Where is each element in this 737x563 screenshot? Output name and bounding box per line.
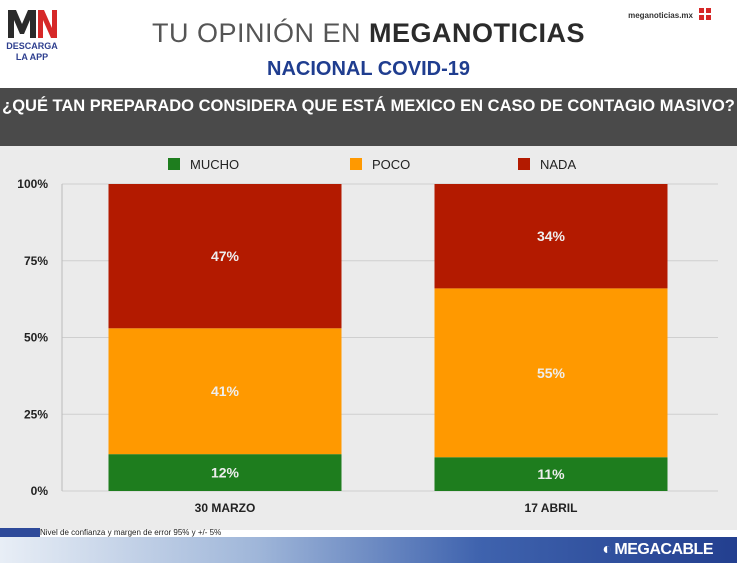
- y-tick-label: 75%: [24, 254, 48, 268]
- y-tick-label: 50%: [24, 331, 48, 345]
- download-app-label: DESCARGA LA APP: [6, 41, 58, 62]
- x-tick-label: 17 ABRIL: [525, 501, 578, 515]
- megacable-brand: ◐ MEGACABLE: [602, 541, 713, 559]
- y-tick-label: 100%: [17, 177, 48, 191]
- data-label: 47%: [211, 248, 240, 264]
- bar-segment: [108, 184, 342, 329]
- footer-band: [0, 537, 737, 563]
- legend-swatch: [518, 158, 530, 170]
- page-subtitle: NACIONAL COVID-19: [267, 58, 470, 80]
- bar-segment: [108, 454, 342, 491]
- data-label: 11%: [537, 466, 565, 482]
- site-url[interactable]: meganoticias.mx: [628, 11, 693, 20]
- bar-segment: [434, 288, 668, 458]
- question-text: ¿QUÉ TAN PREPARADO CONSIDERA QUE ESTÁ ME…: [2, 97, 735, 115]
- mn-logo-icon: [6, 6, 58, 40]
- legend-label: NADA: [540, 157, 576, 172]
- bar-segment: [108, 328, 342, 455]
- data-label: 12%: [211, 465, 240, 481]
- legend-label: POCO: [372, 157, 410, 172]
- title-light: TU OPINIÓN EN: [151, 18, 369, 48]
- stacked-bar-chart: 0% 25% 50% 75% 100% MUCHO POCO NADA 12% 41% 47% 30 …: [17, 157, 718, 515]
- footer-stripe: [0, 528, 40, 537]
- y-tick-label: 0%: [31, 484, 49, 498]
- page-title: TU OPINIÓN EN MEGANOTICIAS: [0, 18, 737, 49]
- data-label: 34%: [537, 228, 566, 244]
- grid-icon: [699, 8, 711, 20]
- megacable-logo-icon: ◐: [602, 541, 612, 558]
- confidence-footnote: Nivel de confianza y margen de error 95%…: [40, 528, 222, 537]
- y-tick-label: 25%: [24, 407, 48, 421]
- question-band: ¿QUÉ TAN PREPARADO CONSIDERA QUE ESTÁ ME…: [0, 88, 737, 146]
- data-label: 55%: [537, 365, 566, 381]
- brand-name: MEGACABLE: [614, 541, 713, 558]
- legend-label: MUCHO: [190, 157, 239, 172]
- legend-swatch: [350, 158, 362, 170]
- data-label: 41%: [211, 383, 240, 399]
- x-tick-label: 30 MARZO: [195, 501, 256, 515]
- meganoticias-logo[interactable]: DESCARGA LA APP: [6, 6, 58, 68]
- bar-segment: [434, 457, 668, 491]
- legend-swatch: [168, 158, 180, 170]
- title-bold: MEGANOTICIAS: [369, 18, 586, 48]
- bar-segment: [434, 184, 668, 289]
